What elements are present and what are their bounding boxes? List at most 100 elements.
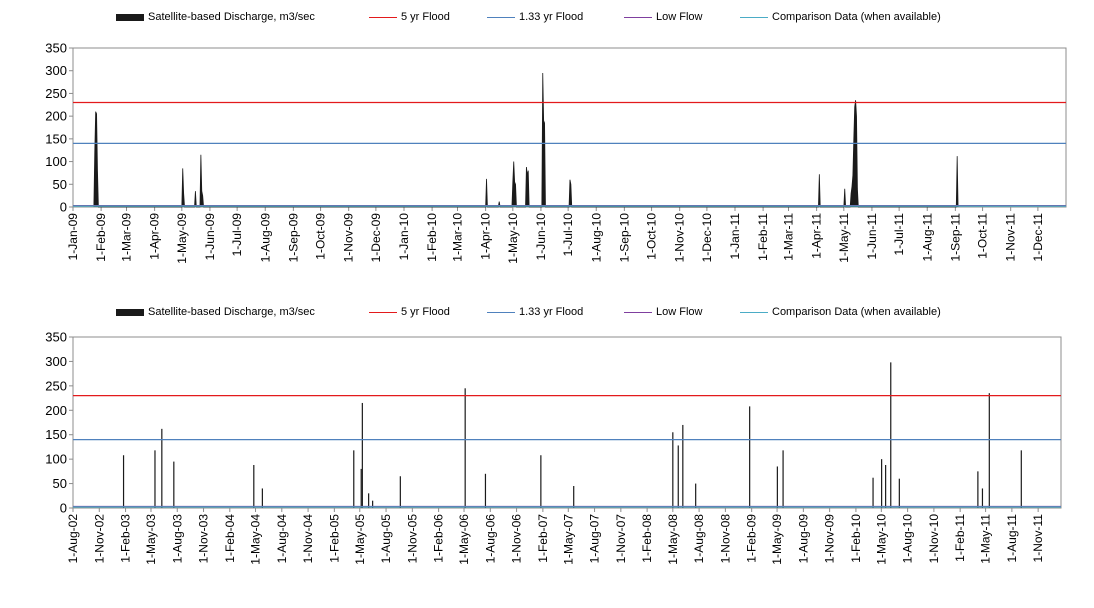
chart-bottom: 0 50 100 150 200 250 300 350 1-Aug-02 1-Nov-02 1-F…	[45, 330, 1062, 565]
x-tick-label: 1-Jan-11	[728, 213, 742, 260]
y-tick-label: 0	[60, 501, 67, 516]
legend-swatch-comparison	[740, 311, 768, 313]
x-tick-label: 1-Feb-03	[119, 514, 133, 563]
x-tick-label: 1-May-03	[144, 514, 158, 565]
x-tick-label: 1-Feb-07	[536, 514, 550, 563]
legend-label-discharge: Satellite-based Discharge, m3/sec	[148, 306, 315, 318]
x-tick-label: 1-May-10	[874, 514, 888, 565]
legend-label-comparison: Comparison Data (when available)	[772, 11, 941, 23]
y-tick-label: 300	[45, 354, 67, 369]
x-tick-label: 1-Feb-04	[223, 514, 237, 563]
legend-item-comparison: Comparison Data (when available)	[740, 306, 941, 318]
legend-label-low-flow: Low Flow	[656, 306, 703, 318]
x-tick-label: 1-Feb-06	[432, 514, 446, 563]
legend-swatch-5yr-flood	[369, 311, 397, 313]
x-tick-label: 1-Nov-03	[197, 514, 211, 564]
legend-label-comparison: Comparison Data (when available)	[772, 306, 941, 318]
legend-item-discharge: Satellite-based Discharge, m3/sec	[116, 306, 315, 318]
x-tick-label: 1-Nov-02	[92, 514, 106, 564]
legend-item-discharge: Satellite-based Discharge, m3/sec	[116, 11, 315, 23]
legend-swatch-low-flow	[624, 311, 652, 313]
x-tick-label: 1-Nov-05	[405, 514, 419, 564]
x-tick-label: 1-May-04	[249, 514, 263, 565]
x-tick-label: 1-Feb-09	[745, 514, 759, 563]
legend-item-133yr-flood: 1.33 yr Flood	[487, 306, 583, 318]
legend-swatch-133yr-flood	[487, 16, 515, 18]
y-tick-label: 200	[45, 403, 67, 418]
x-tick-label: 1-Aug-09	[796, 514, 810, 564]
x-tick-label: 1-May-10	[506, 213, 520, 264]
legend-label-133yr-flood: 1.33 yr Flood	[519, 306, 584, 318]
legend-swatch-comparison	[740, 16, 768, 18]
x-tick-label: 1-Nov-09	[342, 213, 356, 263]
x-tick-label: 1-Nov-11	[1031, 514, 1045, 563]
y-tick-label: 100	[45, 154, 67, 169]
y-tick-label: 300	[45, 63, 67, 78]
x-tick-label: 1-Feb-08	[640, 514, 654, 563]
x-tick-label: 1-May-09	[175, 213, 189, 264]
x-tick-label: 1-Dec-11	[1031, 213, 1045, 262]
y-tick-label: 350	[45, 330, 67, 345]
x-tick-label: 1-Nov-07	[614, 514, 628, 564]
legend-item-133yr-flood: 1.33 yr Flood	[487, 11, 583, 23]
x-tick-label: 1-Nov-08	[718, 514, 732, 564]
y-tick-label: 150	[45, 131, 67, 146]
x-tick-label: 1-May-11	[837, 213, 851, 263]
y-tick-label: 200	[45, 109, 67, 124]
legend-item-comparison: Comparison Data (when available)	[740, 11, 941, 23]
x-tick-label: 1-Aug-11	[920, 213, 934, 262]
x-tick-label: 1-May-07	[561, 514, 575, 565]
x-tick-label: 1-Jul-10	[561, 213, 575, 257]
legend-bottom: Satellite-based Discharge, m3/sec 5 yr F…	[0, 304, 1094, 322]
x-tick-label: 1-Oct-09	[314, 213, 328, 260]
x-tick-label: 1-Aug-08	[692, 514, 706, 564]
y-tick-label: 50	[53, 476, 67, 491]
y-tick-label: 350	[45, 41, 67, 56]
legend-swatch-low-flow	[624, 16, 652, 18]
chart-top: 0 50 100 150 200 250 300 350 1-Jan-09 1-Feb-09 1-M…	[45, 41, 1067, 264]
x-tick-label: 1-Mar-10	[451, 213, 465, 262]
x-tick-label: 1-Aug-10	[901, 514, 915, 564]
x-tick-label: 1-May-08	[666, 514, 680, 565]
legend-label-133yr-flood: 1.33 yr Flood	[519, 11, 584, 23]
legend-label-low-flow: Low Flow	[656, 11, 703, 23]
x-tick-label: 1-May-06	[457, 514, 471, 565]
x-tick-label: 1-Oct-11	[976, 213, 990, 259]
x-tick-label: 1-Oct-10	[645, 213, 659, 260]
legend-swatch-133yr-flood	[487, 311, 515, 313]
x-tick-label: 1-Feb-05	[327, 514, 341, 563]
x-tick-label: 1-Aug-09	[258, 213, 272, 263]
x-tick-label: 1-Feb-11	[953, 514, 967, 562]
x-tick-label: 1-Jul-09	[230, 213, 244, 257]
x-tick-label: 1-Aug-06	[483, 514, 497, 564]
x-tick-label: 1-Aug-04	[275, 514, 289, 564]
x-tick-label: 1-Nov-10	[673, 213, 687, 263]
y-tick-label: 50	[53, 177, 67, 192]
x-tick-label: 1-Apr-10	[479, 213, 493, 260]
legend-item-low-flow: Low Flow	[624, 11, 702, 23]
legend-swatch-discharge	[116, 308, 144, 316]
x-tick-label: 1-Sep-09	[286, 213, 300, 263]
x-tick-label: 1-Feb-11	[756, 213, 770, 261]
x-tick-label: 1-Feb-09	[94, 213, 108, 262]
x-tick-label: 1-Mar-11	[782, 213, 796, 261]
x-tick-label: 1-Nov-11	[1004, 213, 1018, 262]
legend-swatch-5yr-flood	[369, 16, 397, 18]
x-tick-label: 1-Apr-09	[148, 213, 162, 260]
y-tick-label: 100	[45, 452, 67, 467]
legend-label-5yr-flood: 5 yr Flood	[401, 306, 450, 318]
discharge-area	[93, 72, 959, 208]
x-tick-label: 1-May-11	[979, 514, 993, 564]
x-tick-label: 1-Jun-11	[865, 213, 879, 260]
plot-area	[72, 336, 1062, 509]
legend-top: Satellite-based Discharge, m3/sec 5 yr F…	[0, 9, 1094, 27]
x-tick-label: 1-Aug-10	[589, 213, 603, 263]
x-tick-label: 1-Sep-11	[948, 213, 962, 262]
x-tick-label: 1-Feb-10	[425, 213, 439, 262]
x-tick-label: 1-Dec-10	[700, 213, 714, 263]
legend-item-5yr-flood: 5 yr Flood	[369, 306, 450, 318]
x-tick-label: 1-Nov-06	[510, 514, 524, 564]
x-tick-label: 1-Apr-11	[810, 213, 824, 259]
legend-item-low-flow: Low Flow	[624, 306, 702, 318]
x-tick-label: 1-Jun-09	[203, 213, 217, 261]
